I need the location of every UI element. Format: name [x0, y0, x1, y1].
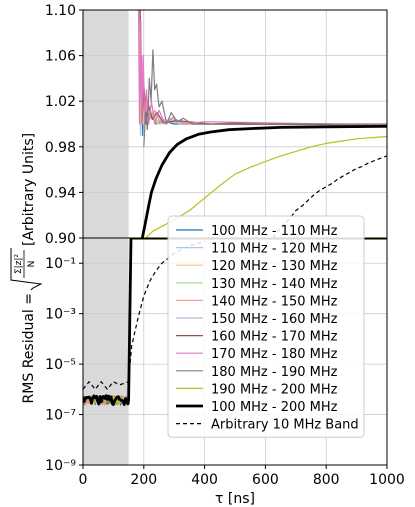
series-190-mhz-200-mhz-top [144, 135, 387, 238]
top-y-tick-label: 1.06 [45, 49, 76, 65]
series-140-mhz-150-mhz-top [139, 10, 387, 126]
x-tick-label: 200 [130, 472, 157, 488]
top-series-lines [137, 10, 387, 238]
formula-numerator: Σ|z|² [14, 254, 24, 274]
legend-entry: 110 MHz - 120 MHz [211, 242, 338, 257]
series-170-mhz-180-mhz-top [137, 10, 387, 126]
top-y-tick-label: 0.98 [45, 140, 76, 156]
legend-entry: 180 MHz - 190 MHz [211, 365, 338, 380]
series-arbitrary-10-mhz-band-bottom [83, 241, 205, 390]
top-y-ticks: 0.90 0.94 0.98 1.02 1.06 1.10 [45, 3, 83, 247]
series-100-mhz-200-mhz-top [140, 124, 387, 238]
x-tick-label: 800 [313, 472, 340, 488]
x-tick-label: 400 [191, 472, 218, 488]
top-y-tick-label: 1.10 [45, 3, 76, 19]
top-y-tick-label: 0.90 [45, 231, 76, 247]
y-axis-label: RMS Residual = [Arbitrary Units] Σ|z|² N [10, 133, 43, 403]
series-130-mhz-140-mhz-top [138, 10, 387, 126]
y-axis-label-formula: Σ|z|² N [10, 248, 43, 291]
top-shaded-region [83, 10, 129, 238]
bottom-shaded-region [83, 238, 129, 465]
bottom-series-lines [83, 238, 387, 407]
legend-entry: 100 MHz - 110 MHz [211, 224, 338, 239]
series-100-mhz-200-mhz-bottom [83, 238, 387, 407]
legend: 100 MHz - 110 MHz 110 MHz - 120 MHz 120 MH… [167, 215, 365, 438]
top-y-tick-label: 0.94 [45, 185, 76, 201]
x-ticks: 0 200 400 600 800 1000 [79, 465, 405, 488]
legend-entry: 140 MHz - 150 MHz [211, 294, 338, 309]
top-y-tick-label: 1.02 [45, 94, 76, 110]
series-100-mhz-110-mhz-top [138, 10, 387, 136]
formula-sqrt-sign [10, 248, 43, 291]
y-axis-label-units: [Arbitrary Units] [21, 133, 37, 246]
legend-entry: 120 MHz - 130 MHz [211, 259, 338, 274]
y-axis-label-text: RMS Residual = [21, 293, 37, 403]
legend-entry: 100 MHz - 200 MHz [211, 400, 338, 415]
bottom-y-tick-label: 10⁻³ [45, 307, 76, 323]
bottom-y-tick-label: 10⁻⁵ [45, 357, 76, 373]
bottom-y-tick-label: 10⁻⁷ [45, 408, 76, 424]
bottom-y-tick-label: 10⁻¹ [45, 256, 76, 272]
x-tick-label: 600 [252, 472, 279, 488]
series-arbitrary-10-mhz-band-top [272, 155, 387, 238]
bottom-y-tick-label: 10⁻⁹ [45, 458, 76, 474]
legend-entry: 160 MHz - 170 MHz [211, 330, 338, 345]
legend-entry: 130 MHz - 140 MHz [211, 277, 338, 292]
legend-entry: 150 MHz - 160 MHz [211, 312, 338, 327]
series-160-mhz-170-mhz-top [139, 10, 387, 126]
series-150-mhz-160-mhz-top [139, 10, 387, 126]
legend-entry: 190 MHz - 200 MHz [211, 382, 338, 397]
x-tick-label: 0 [79, 472, 88, 488]
x-axis-label: τ [ns] [215, 491, 255, 507]
series-180-mhz-190-mhz-top [143, 49, 387, 147]
legend-box [167, 215, 365, 438]
legend-entry: Arbitrary 10 MHz Band [211, 418, 359, 433]
x-tick-label: 1000 [369, 472, 405, 488]
legend-entry: 170 MHz - 180 MHz [211, 347, 338, 362]
series-110-mhz-120-mhz-top [138, 10, 387, 136]
series-120-mhz-130-mhz-top [138, 10, 387, 126]
formula-denominator: N [27, 261, 37, 268]
bottom-y-ticks: 10⁻⁹ 10⁻⁷ 10⁻⁵ 10⁻³ 10⁻¹ [45, 256, 83, 474]
